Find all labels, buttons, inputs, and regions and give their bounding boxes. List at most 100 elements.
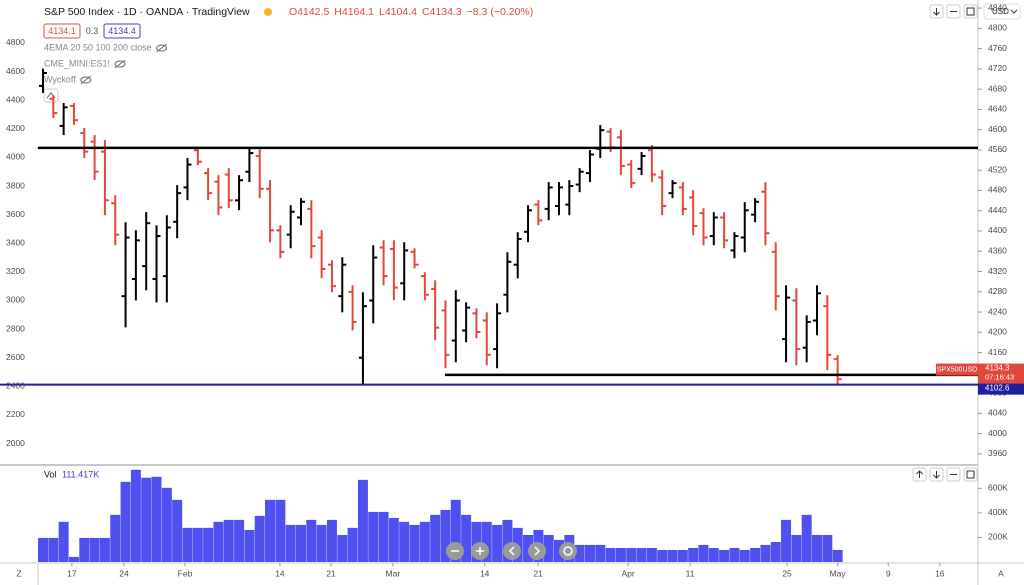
volume-bar	[626, 548, 637, 562]
volume-bar	[523, 534, 534, 562]
auto-scale-button[interactable]: A	[998, 568, 1004, 578]
volume-bar	[223, 519, 234, 562]
y2-tick-label: 4600	[988, 124, 1007, 134]
volume-bar	[368, 511, 379, 562]
volume-bar	[646, 548, 657, 562]
volume-bar	[430, 514, 441, 562]
x-tick-label: 9	[886, 568, 891, 578]
x-tick-label: 14	[275, 568, 285, 578]
volume-bar	[636, 548, 647, 562]
symbol-title: S&P 500 Index · 1D · OANDA · TradingView	[44, 6, 250, 18]
volume-bar	[120, 481, 131, 562]
timezone-button[interactable]: Z	[16, 568, 21, 578]
y2-tick-label: 4240	[988, 306, 1007, 316]
volume-bar	[574, 544, 585, 562]
x-tick-label: May	[830, 568, 847, 578]
y-tick-label: 4200	[6, 123, 25, 133]
volume-bar	[161, 487, 172, 562]
volume-bar	[584, 544, 595, 562]
volume-pane-buttons	[912, 467, 978, 482]
maximize-button[interactable]	[963, 467, 978, 482]
volume-bar	[502, 519, 513, 562]
volume-bar	[822, 534, 833, 562]
y2-tick-label: 4320	[988, 266, 1007, 276]
reset-button[interactable]	[559, 542, 577, 560]
visibility-icon[interactable]	[156, 44, 168, 52]
volume-bar	[750, 548, 761, 562]
volume-bar	[595, 544, 606, 562]
y-tick-label: 3600	[6, 209, 25, 219]
volume-tick-label: 200K	[988, 532, 1008, 542]
volume-bar	[58, 521, 69, 562]
symbol-label-box	[936, 363, 978, 376]
volume-bar	[234, 519, 245, 562]
y2-tick-label: 4000	[988, 428, 1007, 438]
y2-tick-label: 4360	[988, 245, 1007, 255]
visibility-icon[interactable]	[80, 76, 92, 84]
symbol-label: SPX500USD	[937, 366, 977, 373]
volume-bar	[657, 549, 668, 562]
volume-bar	[801, 514, 812, 562]
scroll-left-button[interactable]	[503, 542, 521, 560]
volume-bar	[770, 541, 781, 562]
volume-bar	[677, 549, 688, 562]
currency[interactable]: USD	[992, 7, 1009, 16]
pane-buttons	[929, 4, 978, 19]
volume-bar	[110, 514, 121, 562]
maximize-button[interactable]	[963, 4, 978, 19]
y2-tick-label: 4160	[988, 347, 1007, 357]
volume-bar	[182, 527, 193, 562]
volume-bar	[285, 524, 296, 562]
y2-tick-label: 3960	[988, 448, 1007, 458]
x-tick-label: Feb	[178, 568, 193, 578]
y2-tick-label: 4760	[988, 43, 1007, 53]
x-tick-label: 11	[686, 568, 695, 578]
x-tick-label: 24	[119, 568, 129, 578]
x-tick-label: 14	[480, 568, 490, 578]
collapse-button[interactable]	[43, 88, 59, 103]
volume-bar	[492, 524, 503, 562]
y2-tick-label: 4480	[988, 185, 1007, 195]
volume-bar	[615, 548, 626, 562]
volume-tick-label: 400K	[988, 507, 1008, 517]
volume-bar	[543, 534, 554, 562]
navigation-toolbar	[446, 542, 577, 560]
status-icon[interactable]	[264, 8, 272, 16]
y2-tick-label: 4040	[988, 408, 1007, 418]
x-tick-label: Apr	[622, 568, 635, 578]
legend-value: C4134.3	[422, 6, 462, 18]
volume-bar	[461, 514, 472, 562]
volume-bar	[68, 556, 79, 562]
ask-price[interactable]: 4134.4	[108, 26, 136, 36]
x-tick-label: 25	[782, 568, 792, 578]
volume-bar	[450, 499, 461, 562]
sell-button[interactable]	[43, 23, 81, 39]
icon	[966, 7, 975, 16]
y2-tick-label: 4720	[988, 63, 1007, 73]
volume-bar	[265, 499, 276, 562]
volume-bar	[399, 521, 410, 562]
icon	[933, 8, 940, 16]
volume-bar	[481, 521, 492, 562]
y2-tick-label: 4400	[988, 225, 1007, 235]
buy-button[interactable]	[103, 23, 141, 39]
volume-bar	[688, 548, 699, 562]
x-tick-label: 17	[67, 568, 77, 578]
y2-tick-label: 4200	[988, 327, 1007, 337]
volume-bar	[378, 511, 389, 562]
volume-bar	[812, 534, 822, 562]
indicator-list: 4EMA 20 50 100 200 close CME_MINI:ES1! Wyc…	[44, 42, 168, 85]
x-tick-label: 21	[533, 568, 543, 578]
volume-bar	[388, 517, 399, 562]
volume-bar	[554, 539, 564, 562]
legend-value: L4104.4	[379, 6, 417, 18]
visibility-icon[interactable]	[114, 60, 126, 68]
currency-button[interactable]	[983, 3, 1021, 20]
volume-bar	[347, 527, 358, 562]
volume-bar	[38, 537, 48, 562]
y-tick-label: 3800	[6, 180, 25, 190]
bid-price[interactable]: 4134.1	[48, 26, 76, 36]
volume-bar	[781, 519, 792, 562]
scroll-right-button[interactable]	[528, 542, 546, 560]
volume-bar	[89, 537, 100, 562]
